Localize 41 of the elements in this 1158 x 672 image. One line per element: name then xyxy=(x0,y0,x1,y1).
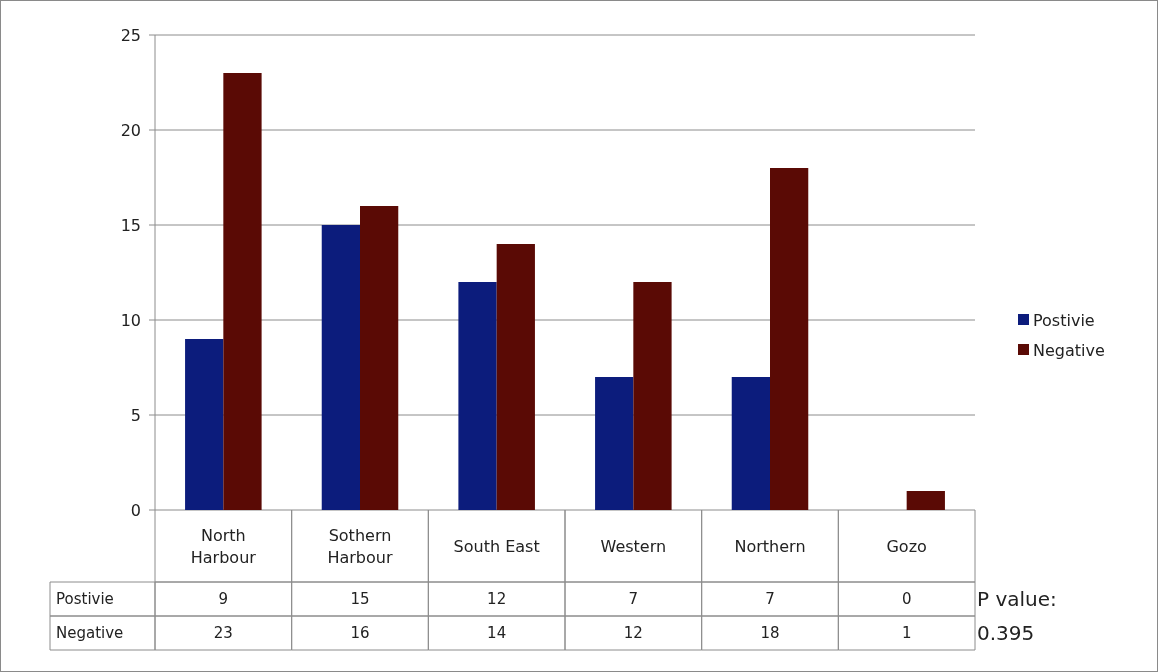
x-tick-label: Sothern Harbour xyxy=(327,525,393,567)
bar xyxy=(633,282,672,510)
data-label: 7 xyxy=(628,590,639,609)
x-tick-label: Northern xyxy=(734,536,806,556)
y-tick-label: 0 xyxy=(130,500,141,520)
bar xyxy=(223,73,262,510)
x-tick-label: Western xyxy=(600,536,667,556)
bar xyxy=(360,206,399,510)
y-tick-label: 15 xyxy=(120,215,141,235)
data-label: 16 xyxy=(350,624,370,643)
data-label: 23 xyxy=(213,624,233,643)
data-label: 0 xyxy=(901,590,912,609)
x-tick-label: North Harbour xyxy=(190,525,257,567)
bar xyxy=(731,377,770,510)
y-tick-label: 5 xyxy=(130,405,141,425)
legend-label: Postivie xyxy=(1033,310,1095,330)
bar xyxy=(496,244,535,510)
bar xyxy=(770,168,809,510)
data-label: 7 xyxy=(765,590,775,609)
bar xyxy=(185,339,224,510)
text: P value: xyxy=(977,587,1057,611)
x-tick-label: South East xyxy=(453,536,540,556)
y-tick-label: 20 xyxy=(120,120,141,140)
bar xyxy=(595,377,634,510)
text: Negative xyxy=(56,624,124,643)
data-label: 9 xyxy=(218,590,229,609)
bar xyxy=(906,491,945,510)
data-label: 14 xyxy=(487,624,507,643)
data-label: 12 xyxy=(487,590,507,609)
legend-label: Negative xyxy=(1033,340,1105,360)
data-label: 15 xyxy=(350,590,370,609)
bar xyxy=(321,225,360,510)
data-label: 18 xyxy=(760,624,780,643)
data-label: 12 xyxy=(623,624,643,643)
text: 0.395 xyxy=(977,621,1035,645)
bar xyxy=(458,282,497,510)
text: Postivie xyxy=(56,590,114,609)
x-tick-label: Gozo xyxy=(886,536,927,556)
y-tick-label: 25 xyxy=(120,25,141,45)
y-tick-label: 10 xyxy=(120,310,141,330)
data-label: 1 xyxy=(901,624,912,643)
